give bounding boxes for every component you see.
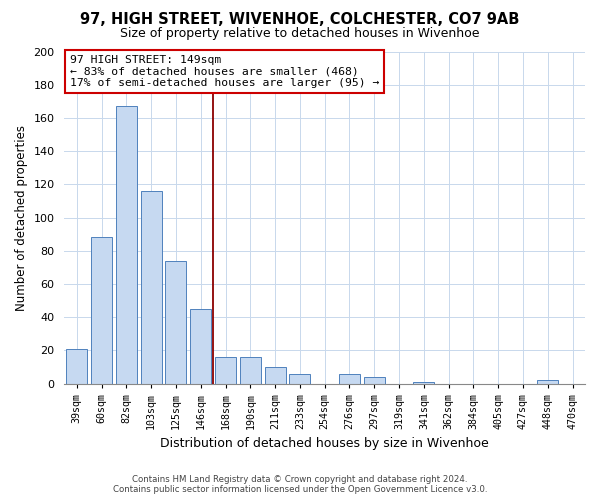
- Bar: [66, 349, 88, 384]
- Bar: [413, 382, 434, 384]
- X-axis label: Distribution of detached houses by size in Wivenhoe: Distribution of detached houses by size …: [160, 437, 489, 450]
- Bar: [190, 309, 211, 384]
- Bar: [116, 106, 137, 384]
- Y-axis label: Number of detached properties: Number of detached properties: [15, 124, 28, 310]
- Bar: [339, 374, 360, 384]
- Text: Contains HM Land Registry data © Crown copyright and database right 2024.
Contai: Contains HM Land Registry data © Crown c…: [113, 474, 487, 494]
- Bar: [140, 191, 162, 384]
- Bar: [364, 377, 385, 384]
- Bar: [289, 374, 310, 384]
- Bar: [240, 357, 261, 384]
- Text: 97, HIGH STREET, WIVENHOE, COLCHESTER, CO7 9AB: 97, HIGH STREET, WIVENHOE, COLCHESTER, C…: [80, 12, 520, 28]
- Text: Size of property relative to detached houses in Wivenhoe: Size of property relative to detached ho…: [120, 28, 480, 40]
- Bar: [265, 367, 286, 384]
- Bar: [166, 260, 187, 384]
- Bar: [537, 380, 559, 384]
- Bar: [91, 238, 112, 384]
- Bar: [215, 357, 236, 384]
- Text: 97 HIGH STREET: 149sqm
← 83% of detached houses are smaller (468)
17% of semi-de: 97 HIGH STREET: 149sqm ← 83% of detached…: [70, 55, 379, 88]
